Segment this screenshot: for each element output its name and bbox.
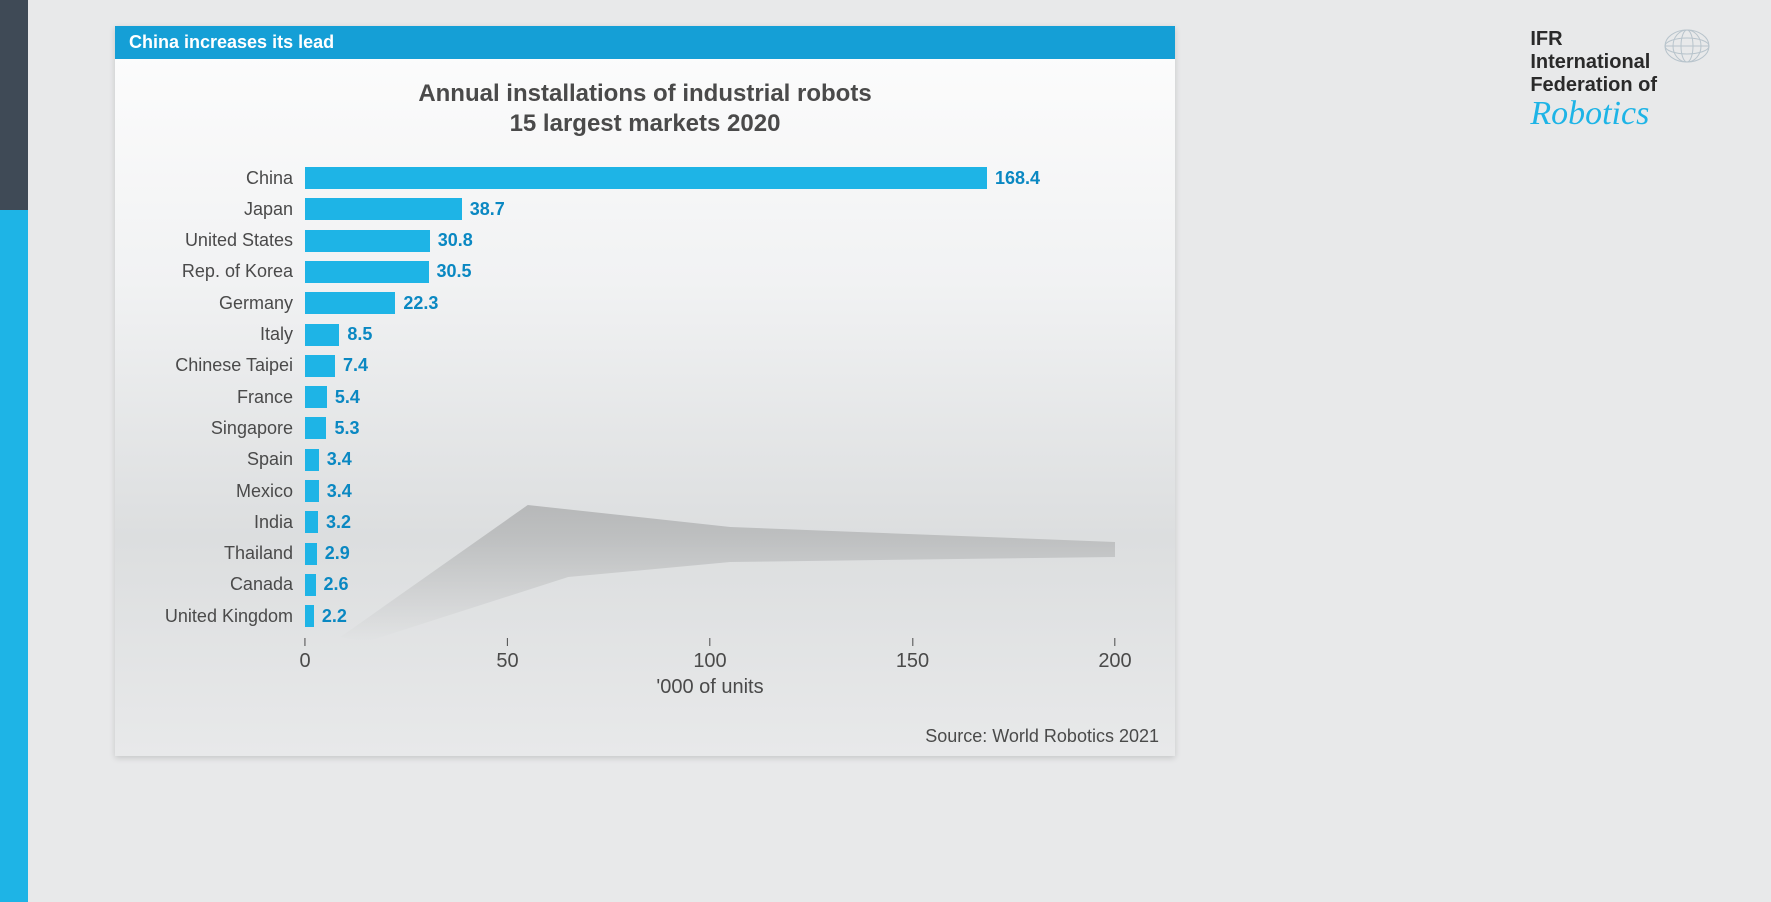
bar-value-label: 3.2 xyxy=(326,512,351,533)
logo-script: Robotics xyxy=(1530,95,1711,133)
bar xyxy=(305,417,326,439)
bar-value-label: 7.4 xyxy=(343,355,368,376)
chart-card: China increases its lead Annual installa… xyxy=(115,26,1175,756)
bar-row: India3.2 xyxy=(305,511,1115,533)
bar-category-label: China xyxy=(246,168,305,189)
bar xyxy=(305,574,316,596)
bar-value-label: 2.6 xyxy=(324,574,349,595)
chart-title-line-2: 15 largest markets 2020 xyxy=(145,109,1145,139)
bar-category-label: Singapore xyxy=(211,418,305,439)
bar-value-label: 30.8 xyxy=(438,230,473,251)
bar xyxy=(305,198,462,220)
bar-category-label: Mexico xyxy=(236,481,305,502)
bar-value-label: 2.2 xyxy=(322,606,347,627)
bar xyxy=(305,386,327,408)
bar-category-label: United Kingdom xyxy=(165,606,305,627)
bars-container: China168.4 Japan38.7 United States30.8 Rep.… xyxy=(305,167,1115,637)
x-tick-label: 150 xyxy=(896,650,929,673)
bar xyxy=(305,511,318,533)
bar-category-label: Japan xyxy=(244,199,305,220)
bar-category-label: Thailand xyxy=(224,543,305,564)
bar-value-label: 22.3 xyxy=(403,293,438,314)
bar-value-label: 5.3 xyxy=(334,418,359,439)
bar-row: Canada2.6 xyxy=(305,574,1115,596)
bar-row: Rep. of Korea30.5 xyxy=(305,261,1115,283)
chart-area: Annual installations of industrial robot… xyxy=(115,59,1175,755)
bar-row: United Kingdom2.2 xyxy=(305,605,1115,627)
bar xyxy=(305,324,339,346)
globe-icon xyxy=(1663,28,1711,64)
bar-row: Italy8.5 xyxy=(305,324,1115,346)
bar xyxy=(305,355,335,377)
x-tick: 0 xyxy=(299,638,310,673)
bar-category-label: Germany xyxy=(219,293,305,314)
bar-value-label: 3.4 xyxy=(327,449,352,470)
bar-row: Chinese Taipei7.4 xyxy=(305,355,1115,377)
bar-category-label: United States xyxy=(185,230,305,251)
bar xyxy=(305,261,429,283)
bar-category-label: France xyxy=(237,387,305,408)
bar-category-label: India xyxy=(254,512,305,533)
logo-line-1: IFR xyxy=(1530,28,1657,51)
logo-line-3: Federation of xyxy=(1530,74,1657,97)
bar-value-label: 3.4 xyxy=(327,481,352,502)
x-axis-label: '000 of units xyxy=(305,676,1115,699)
bar xyxy=(305,543,317,565)
bar-row: France5.4 xyxy=(305,386,1115,408)
bars-plot: China168.4 Japan38.7 United States30.8 Rep.… xyxy=(305,167,1115,637)
bar-row: Mexico3.4 xyxy=(305,480,1115,502)
x-tick: 50 xyxy=(496,638,518,673)
bar-row: Japan38.7 xyxy=(305,198,1115,220)
sidebar-cyan-accent xyxy=(0,210,28,902)
x-tick: 200 xyxy=(1098,638,1131,673)
x-axis: '000 of units 050100150200 xyxy=(305,637,1115,697)
bar-row: China168.4 xyxy=(305,167,1115,189)
bar-category-label: Rep. of Korea xyxy=(182,261,305,282)
bar-value-label: 8.5 xyxy=(347,324,372,345)
chart-title: Annual installations of industrial robot… xyxy=(145,79,1145,139)
sidebar-dark-accent xyxy=(0,0,28,210)
bar xyxy=(305,230,430,252)
ifr-logo: IFR International Federation of Robotics xyxy=(1530,28,1711,133)
bar xyxy=(305,292,395,314)
bar-value-label: 38.7 xyxy=(470,199,505,220)
bar xyxy=(305,449,319,471)
x-tick-label: 200 xyxy=(1098,650,1131,673)
bar-row: Spain3.4 xyxy=(305,449,1115,471)
bar xyxy=(305,605,314,627)
x-tick-label: 0 xyxy=(299,650,310,673)
card-header: China increases its lead xyxy=(115,26,1175,59)
x-tick-label: 100 xyxy=(693,650,726,673)
bar-row: United States30.8 xyxy=(305,230,1115,252)
bar-category-label: Chinese Taipei xyxy=(175,355,305,376)
x-tick: 100 xyxy=(693,638,726,673)
bar-value-label: 2.9 xyxy=(325,543,350,564)
bar-category-label: Canada xyxy=(230,574,305,595)
source-text: Source: World Robotics 2021 xyxy=(925,726,1159,747)
bar-value-label: 168.4 xyxy=(995,168,1040,189)
chart-title-line-1: Annual installations of industrial robot… xyxy=(145,79,1145,109)
bar-row: Germany22.3 xyxy=(305,292,1115,314)
bar-value-label: 30.5 xyxy=(437,261,472,282)
bar-value-label: 5.4 xyxy=(335,387,360,408)
logo-line-2: International xyxy=(1530,51,1657,74)
bar-row: Singapore5.3 xyxy=(305,417,1115,439)
bar-category-label: Spain xyxy=(247,449,305,470)
x-tick-label: 50 xyxy=(496,650,518,673)
bar-category-label: Italy xyxy=(260,324,305,345)
bar xyxy=(305,167,987,189)
bar-row: Thailand2.9 xyxy=(305,543,1115,565)
bar xyxy=(305,480,319,502)
x-tick: 150 xyxy=(896,638,929,673)
